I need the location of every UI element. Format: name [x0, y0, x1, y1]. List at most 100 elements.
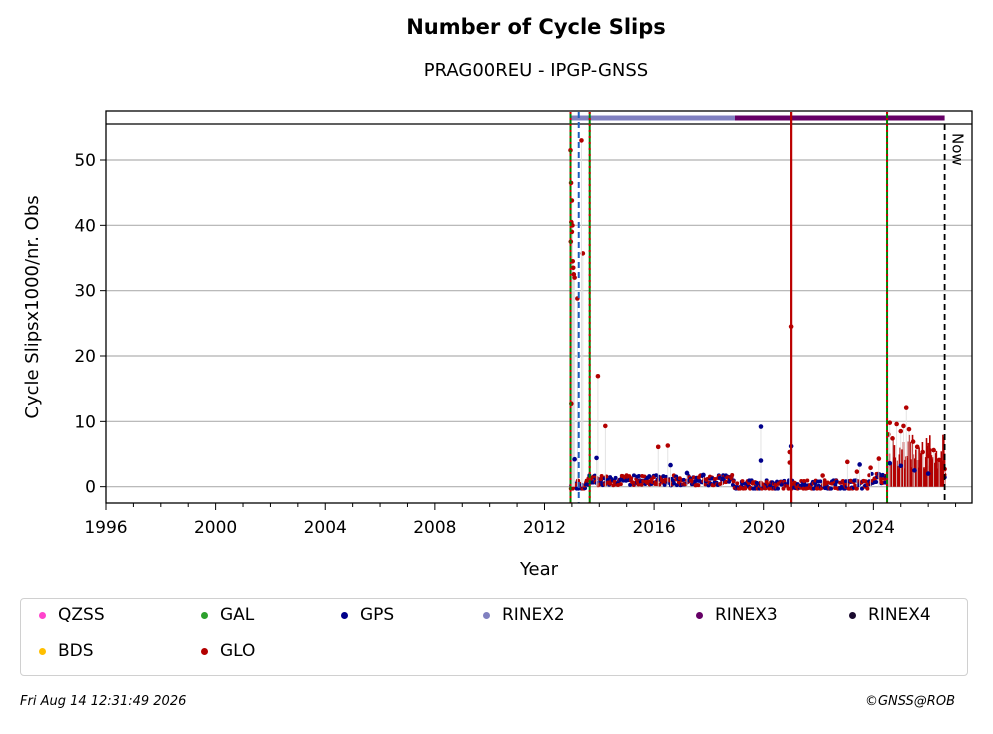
data-point-cloud — [629, 476, 634, 481]
data-point-cloud — [613, 475, 618, 480]
glo-point — [854, 469, 860, 474]
legend-label: RINEX3 — [715, 605, 778, 625]
data-point-cloud — [825, 480, 830, 485]
data-point-cloud — [630, 480, 635, 485]
legend-marker — [849, 611, 856, 619]
data-point-cloud — [724, 480, 729, 485]
y-tick-label: 0 — [85, 478, 96, 498]
footer-timestamp: Fri Aug 14 12:31:49 2026 — [20, 694, 187, 709]
data-point-cloud — [822, 478, 827, 483]
glo-point — [901, 423, 906, 429]
data-point-cloud — [618, 482, 623, 487]
legend-marker — [201, 647, 208, 655]
glo-point — [914, 444, 920, 450]
legend-marker — [696, 611, 703, 619]
plot-frame — [105, 110, 973, 504]
footer-copyright: ©GNSS@ROB — [864, 694, 955, 709]
data-point-cloud — [834, 479, 839, 484]
x-tick-label: 2004 — [304, 518, 347, 538]
data-point-cloud — [854, 486, 859, 491]
data-point-cloud — [639, 482, 644, 487]
y-tick-label: 30 — [74, 282, 96, 302]
glo-point — [868, 465, 873, 471]
legend-marker — [201, 611, 208, 619]
x-tick-label: 2008 — [413, 518, 456, 538]
legend-label: GLO — [220, 641, 256, 661]
y-axis-label: Cycle Slipsx1000/nr. Obs — [22, 195, 43, 418]
gps-point — [668, 462, 673, 468]
data-point-cloud — [863, 479, 868, 484]
data-point-cloud — [805, 478, 810, 483]
legend-item-gal: GAL — [201, 605, 254, 625]
y-tick-label: 40 — [74, 216, 96, 236]
x-tick-label: 2012 — [523, 518, 566, 538]
glo-point — [920, 449, 925, 455]
y-tick-label: 20 — [74, 347, 96, 367]
x-tick-label: 1996 — [84, 518, 127, 538]
cycle-slips-chart: 0 10 20 30 40 50 1996 2000 2004 2008 2012 2016 2020 2… — [22, 110, 973, 580]
glo-point — [570, 265, 576, 271]
chart-title: Number of Cycle Slips — [406, 15, 666, 39]
legend-marker — [39, 647, 46, 655]
y-tick-label: 50 — [74, 151, 96, 171]
data-point-cloud — [650, 480, 655, 485]
glo-point — [925, 453, 931, 459]
data-point-cloud — [636, 482, 641, 487]
data-point-cloud — [631, 473, 636, 478]
glo-point — [894, 421, 899, 427]
data-point-cloud — [878, 477, 883, 482]
data-point-cloud — [874, 479, 879, 484]
x-tick-label: 2024 — [852, 518, 895, 538]
gps-point — [758, 424, 764, 429]
data-point-cloud — [818, 479, 823, 484]
legend-label: GAL — [220, 605, 255, 625]
legend-marker — [39, 611, 46, 619]
gps-point — [925, 471, 931, 476]
gps-point — [720, 476, 725, 482]
data-point-cloud — [731, 479, 736, 484]
data-point-cloud — [803, 483, 808, 488]
gps-point — [572, 456, 577, 462]
data-point-cloud — [829, 486, 834, 491]
glo-point — [655, 444, 661, 450]
data-point-cloud — [768, 483, 773, 488]
glo-point — [572, 275, 577, 280]
glo-point — [579, 138, 584, 143]
gps-point — [887, 460, 893, 466]
data-point-cloud — [865, 486, 870, 491]
glo-point — [876, 456, 882, 461]
x-axis-label: Year — [519, 559, 559, 580]
legend-item-gps: GPS — [341, 605, 394, 625]
gps-point — [684, 470, 690, 476]
legend-item-qzss: QZSS — [39, 605, 105, 625]
data-point-cloud — [636, 474, 641, 479]
legend-label: QZSS — [58, 605, 105, 625]
glo-point — [910, 439, 916, 444]
legend-item-rinex4: RINEX4 — [849, 605, 931, 625]
gps-point — [701, 472, 706, 478]
data-point-cloud — [735, 481, 740, 486]
data-point-cloud — [853, 483, 858, 488]
data-point-cloud — [801, 479, 806, 484]
glo-point — [595, 373, 601, 379]
legend-marker — [341, 611, 348, 619]
glo-point — [845, 459, 850, 465]
data-point-cloud — [786, 486, 791, 491]
data-point-cloud — [767, 486, 772, 491]
glo-point — [890, 436, 895, 441]
data-point-cloud — [674, 483, 679, 488]
gps-point — [898, 463, 904, 469]
legend-item-bds: BDS — [39, 641, 94, 661]
data-point-cloud — [740, 479, 745, 484]
now-label: Now — [949, 133, 967, 166]
legend-label: RINEX4 — [868, 605, 931, 625]
glo-point — [665, 443, 671, 448]
legend-item-glo: GLO — [201, 641, 255, 661]
glo-point — [603, 423, 608, 429]
gps-point — [594, 455, 599, 461]
glo-point — [570, 258, 576, 264]
x-tick-label: 2016 — [632, 518, 675, 538]
legend-marker — [483, 611, 490, 619]
x-tick-label: 2000 — [194, 518, 237, 538]
x-tick-label: 2020 — [742, 518, 785, 538]
